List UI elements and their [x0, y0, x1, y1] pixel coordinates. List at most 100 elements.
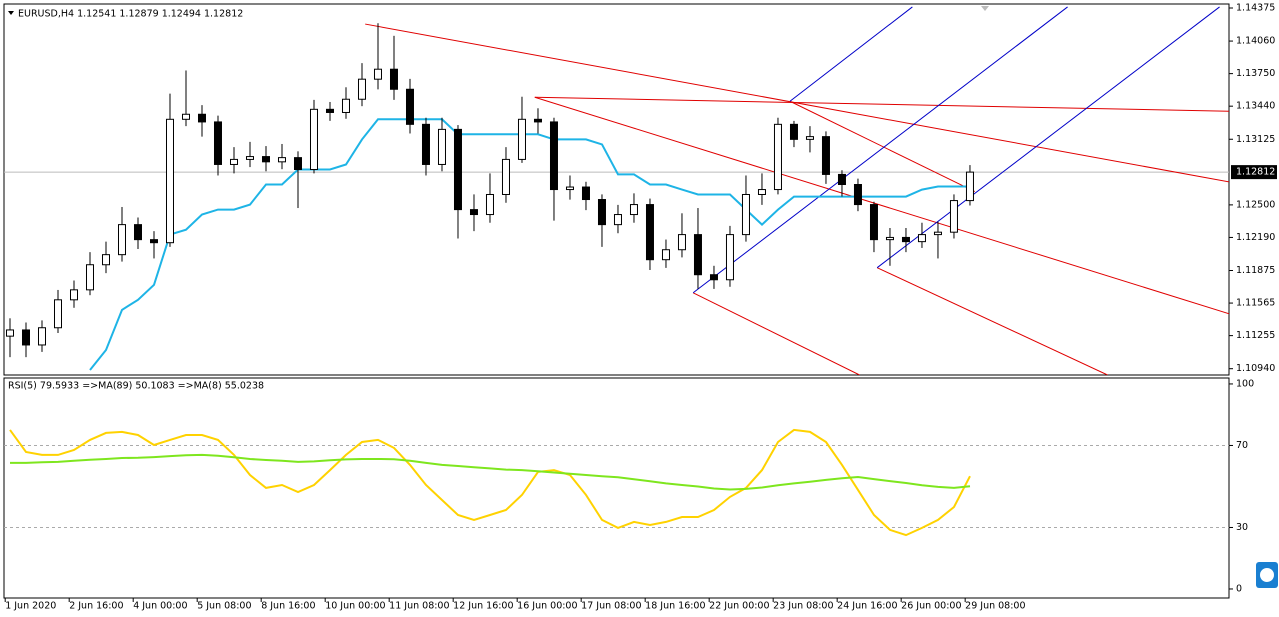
- x-tick-label: 26 Jun 00:00: [901, 601, 961, 612]
- candle-body: [309, 108, 318, 170]
- candle-body: [101, 254, 110, 266]
- candle-body: [389, 68, 398, 90]
- x-tick-label: 23 Jun 08:00: [773, 601, 833, 612]
- trend-line: [534, 96, 1229, 315]
- x-tick-label: 18 Jun 16:00: [645, 601, 705, 612]
- candle-body: [405, 88, 414, 125]
- candle-body: [725, 234, 734, 281]
- candle-body: [741, 193, 750, 236]
- rsi-pane: [3, 377, 1230, 599]
- candle-body: [53, 299, 62, 329]
- y-tick-label: 1.11565: [1236, 298, 1275, 309]
- candle-body: [501, 158, 510, 195]
- candle-body: [709, 274, 718, 281]
- candle-body: [757, 189, 766, 195]
- indicator-line: [89, 118, 970, 371]
- candle-body: [869, 204, 878, 241]
- candle-body: [789, 123, 798, 140]
- price-pane: [3, 3, 1230, 376]
- trend-line: [365, 23, 1229, 183]
- chart-title: EURUSD,H4 1.12541 1.12879 1.12494 1.1281…: [18, 9, 243, 20]
- x-tick-label: 11 Jun 08:00: [389, 601, 449, 612]
- x-tick-label: 12 Jun 16:00: [453, 601, 513, 612]
- candle-body: [693, 234, 702, 276]
- candle-body: [581, 186, 590, 201]
- x-tick-label: 16 Jun 00:00: [517, 601, 577, 612]
- trend-line: [876, 6, 1220, 269]
- current-price-box: [1231, 165, 1277, 180]
- candle-body: [133, 224, 142, 241]
- candle-body: [69, 289, 78, 301]
- x-tick-label: 22 Jun 00:00: [709, 601, 769, 612]
- candle-body: [437, 128, 446, 165]
- candle-body: [5, 329, 14, 337]
- x-tick-label: 10 Jun 00:00: [325, 601, 385, 612]
- x-tick-label: 17 Jun 08:00: [581, 601, 641, 612]
- y-tick-label: 100: [1236, 378, 1254, 389]
- candle-body: [197, 113, 206, 123]
- x-tick-label: 2 Jun 16:00: [69, 601, 123, 612]
- candle-body: [565, 186, 574, 191]
- candle-body: [837, 173, 846, 186]
- remote-icon-circle: [1260, 568, 1274, 582]
- y-tick-label: 1.12500: [1236, 199, 1275, 210]
- candle-body: [421, 123, 430, 165]
- y-tick-label: 1.10940: [1236, 363, 1275, 374]
- candle-body: [613, 214, 622, 226]
- candle-body: [597, 199, 606, 226]
- candle-body: [549, 121, 558, 191]
- shift-marker: [981, 6, 989, 11]
- candle-body: [805, 136, 814, 140]
- y-tick-label: 70: [1236, 440, 1248, 451]
- trend-line: [534, 96, 1229, 112]
- candle-body: [229, 158, 238, 165]
- x-tick-label: 8 Jun 16:00: [261, 601, 315, 612]
- candle-body: [517, 118, 526, 160]
- trend-line: [789, 6, 913, 102]
- y-tick-label: 0: [1236, 583, 1242, 594]
- indicator-line: [9, 428, 971, 537]
- candle-body: [661, 249, 670, 261]
- menu-triangle[interactable]: [8, 11, 14, 15]
- current-price-label: 1.12812: [1236, 167, 1275, 178]
- rsi-title: RSI(5) 79.5933 =>MA(89) 50.1083 =>MA(8) …: [8, 381, 264, 392]
- candle-body: [629, 204, 638, 216]
- candle-body: [21, 329, 30, 346]
- candle-body: [853, 184, 862, 206]
- candle-body: [261, 156, 270, 163]
- indicator-line: [10, 453, 971, 491]
- x-tick-label: 4 Jun 00:00: [133, 601, 187, 612]
- candle-body: [293, 157, 302, 170]
- candle-body: [933, 231, 942, 236]
- trend-line: [692, 6, 1068, 294]
- y-tick-label: 1.14375: [1236, 2, 1275, 13]
- x-tick-label: 1 Jun 2020: [5, 601, 56, 612]
- y-tick-label: 1.11255: [1236, 330, 1275, 341]
- candle-body: [373, 68, 382, 80]
- candle-body: [469, 209, 478, 216]
- y-tick-label: 1.12190: [1236, 232, 1275, 243]
- candle-body: [885, 236, 894, 241]
- y-tick-label: 30: [1236, 522, 1248, 533]
- trend-line: [876, 267, 1108, 375]
- candle-body: [37, 327, 46, 346]
- candle-body: [149, 239, 158, 244]
- candle-body: [949, 200, 958, 233]
- candle-body: [117, 224, 126, 256]
- y-tick-label: 1.11875: [1236, 265, 1275, 276]
- candle-body: [965, 171, 974, 202]
- candle-body: [85, 264, 94, 291]
- candle-body: [645, 204, 654, 261]
- y-tick-label: 1.13750: [1236, 68, 1275, 79]
- candle-body: [245, 156, 254, 160]
- y-tick-label: 1.13440: [1236, 101, 1275, 112]
- candle-body: [821, 136, 830, 175]
- x-tick-label: 29 Jun 08:00: [965, 601, 1025, 612]
- x-tick-label: 24 Jun 16:00: [837, 601, 897, 612]
- y-tick-label: 1.13125: [1236, 134, 1275, 145]
- candle-body: [901, 236, 910, 243]
- candle-body: [181, 113, 190, 120]
- candle-body: [165, 118, 174, 244]
